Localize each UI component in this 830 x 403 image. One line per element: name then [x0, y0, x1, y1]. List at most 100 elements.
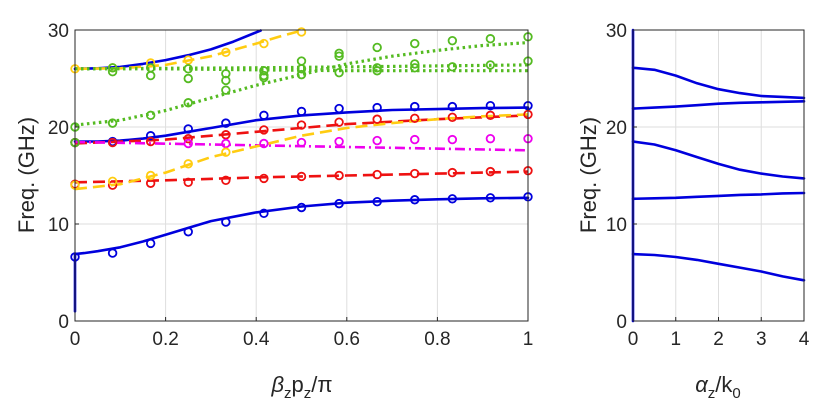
- marker-red-circles: [296, 171, 307, 182]
- dispersion-y-tick-label: 30: [48, 21, 69, 42]
- marker-yellow-circles: [183, 55, 193, 65]
- series-yellow-mode-1: [74, 113, 529, 191]
- attenuation-x-axis-label: αz/k0: [695, 372, 741, 402]
- marker-green-circles: [259, 70, 269, 81]
- marker-red-circles: [485, 166, 496, 177]
- dispersion-x-tick-label: 0.8: [424, 329, 450, 350]
- attenuation-ticks: 0 1 2 3 4 0 10 20 30: [606, 21, 810, 350]
- marker-green-circles: [145, 110, 156, 121]
- marker-red-circles: [372, 169, 382, 180]
- dispersion-y-tick-label: 0: [58, 312, 69, 333]
- marker-blue-circles: [145, 238, 156, 249]
- marker-red-circles: [183, 133, 193, 144]
- series-alpha-mode-2: [631, 191, 806, 201]
- marker-blue-circles: [183, 227, 193, 237]
- marker-red-circles: [183, 177, 193, 187]
- marker-green-circles: [221, 68, 231, 79]
- marker-magenta-circles: [221, 138, 231, 149]
- series-alpha-mode-4: [631, 100, 806, 110]
- attenuation-x-tick-label: 4: [799, 329, 810, 350]
- marker-magenta-circles: [296, 137, 307, 148]
- marker-blue-circles: [259, 110, 269, 121]
- marker-red-circles: [145, 136, 156, 147]
- marker-magenta-circles: [183, 138, 193, 149]
- marker-green-circles: [296, 69, 307, 80]
- marker-green-circles: [221, 85, 231, 95]
- marker-blue-circles: [183, 124, 193, 134]
- marker-green-circles: [410, 38, 420, 49]
- marker-green-circles: [334, 67, 344, 78]
- marker-green-circles: [183, 98, 193, 108]
- marker-blue-circles: [221, 118, 231, 128]
- marker-green-circles: [410, 63, 420, 73]
- series-alpha-mode-1: [631, 252, 806, 282]
- dispersion-x-tick-label: 0.6: [334, 329, 360, 350]
- marker-green-circles: [372, 42, 382, 53]
- series-blue-mode-2: [73, 106, 530, 143]
- marker-magenta-circles: [485, 133, 496, 144]
- dispersion-x-tick-label: 0: [70, 329, 81, 350]
- marker-red-circles: [221, 130, 231, 140]
- marker-green-circles: [183, 64, 193, 74]
- attenuation-x-tick-label: 0: [628, 329, 639, 350]
- marker-blue-circles: [485, 193, 496, 203]
- xlabel-rest: /π: [311, 372, 332, 397]
- marker-red-circles: [447, 112, 458, 122]
- marker-yellow-circles: [296, 27, 307, 37]
- attenuation-x-tick-label: 1: [670, 329, 681, 350]
- marker-magenta-circles: [334, 136, 344, 147]
- marker-green-circles: [485, 34, 496, 44]
- dispersion-plot-border: [74, 29, 529, 322]
- attenuation-y-tick-label: 30: [606, 21, 627, 42]
- xlabel-sub-z: z: [708, 385, 716, 402]
- series-green-mode-1: [74, 41, 529, 127]
- marker-blue-circles: [296, 202, 307, 213]
- marker-yellow-circles: [259, 38, 269, 49]
- marker-blue-circles: [107, 248, 118, 258]
- series-alpha-mode-3: [631, 140, 806, 180]
- marker-yellow-circles: [221, 147, 231, 157]
- attenuation-y-tick-label: 10: [606, 215, 627, 236]
- marker-blue-circles: [485, 100, 496, 111]
- marker-magenta-circles: [410, 134, 420, 145]
- dispersion-y-axis-label: Freq. (GHz): [14, 117, 39, 233]
- marker-red-circles: [107, 180, 118, 190]
- attenuation-y-axis-label: Freq. (GHz): [576, 117, 601, 233]
- marker-green-circles: [410, 59, 420, 69]
- series-alpha-mode-5: [631, 66, 806, 100]
- marker-blue-circles: [410, 195, 420, 205]
- dispersion-y-tick-label: 10: [48, 215, 69, 236]
- marker-red-circles: [259, 125, 269, 135]
- marker-green-circles: [372, 66, 382, 76]
- marker-red-circles: [372, 114, 382, 124]
- marker-red-circles: [221, 175, 231, 186]
- dispersion-x-tick-label: 0.4: [243, 329, 270, 350]
- marker-yellow-circles: [145, 58, 156, 68]
- marker-blue-circles: [447, 101, 458, 112]
- marker-yellow-circles: [145, 170, 156, 181]
- marker-green-circles: [107, 63, 118, 73]
- marker-green-circles: [145, 63, 156, 73]
- marker-red-circles: [259, 173, 269, 184]
- dispersion-y-tick-label: 20: [48, 118, 69, 139]
- xlabel-sub-z2: z: [304, 385, 312, 402]
- marker-blue-circles: [372, 102, 382, 113]
- xlabel-p: p: [292, 372, 304, 397]
- xlabel-beta: β: [270, 372, 284, 397]
- marker-blue-circles: [334, 198, 344, 209]
- marker-red-circles: [107, 137, 118, 148]
- marker-green-circles: [183, 73, 193, 84]
- attenuation-series: [631, 28, 806, 323]
- marker-red-circles: [447, 167, 458, 178]
- marker-green-circles: [107, 67, 118, 77]
- marker-green-circles: [447, 62, 458, 72]
- series-blue-mode-1: [73, 196, 530, 313]
- marker-yellow-circles: [107, 176, 118, 187]
- dispersion-x-tick-label: 0.2: [152, 329, 178, 350]
- dispersion-x-tick-label: 1: [523, 329, 534, 350]
- dispersion-x-axis-label: βzpz/π: [270, 372, 332, 402]
